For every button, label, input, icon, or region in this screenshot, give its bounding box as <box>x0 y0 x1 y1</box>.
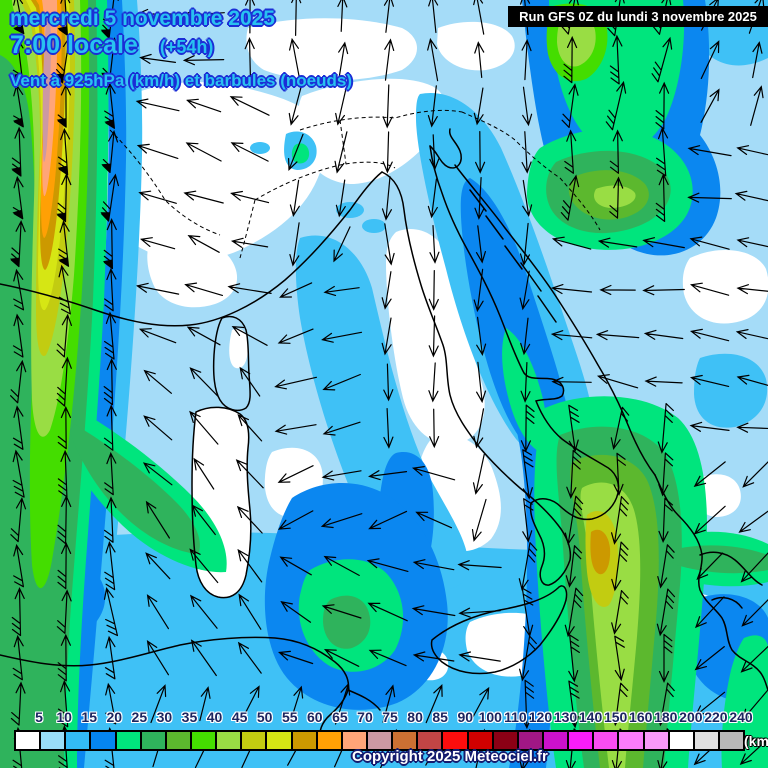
legend-color-box <box>594 732 620 749</box>
legend-label: 40 <box>206 709 223 725</box>
legend-color-box <box>267 732 293 749</box>
forecast-offset: (+54h) <box>159 37 214 58</box>
legend-color-box <box>116 732 142 749</box>
legend-color-box <box>719 732 744 749</box>
legend-color-box <box>166 732 192 749</box>
legend-color-box <box>66 732 92 749</box>
wind-arrows <box>10 0 768 768</box>
legend-color-box <box>16 732 42 749</box>
legend-color-box <box>141 732 167 749</box>
legend-label: 220 <box>704 709 728 725</box>
legend-label: 85 <box>432 709 448 725</box>
legend-label: 100 <box>478 709 502 725</box>
legend-label: 5 <box>35 709 43 725</box>
legend-label: 30 <box>156 709 173 725</box>
legend-label: 130 <box>553 709 578 725</box>
legend-color-box <box>443 732 469 749</box>
legend-label: 90 <box>457 709 474 725</box>
legend-label: 50 <box>256 709 273 725</box>
legend-label: 60 <box>307 709 323 725</box>
legend-color-bar <box>14 730 745 751</box>
legend-label: 35 <box>181 709 198 725</box>
legend-color-box <box>418 732 444 749</box>
legend-label: 65 <box>332 709 348 725</box>
forecast-time-row: 7:00 locale (+54h) <box>10 32 352 58</box>
legend-label: 120 <box>528 709 553 725</box>
legend-color-box <box>468 732 494 749</box>
title-block: mercredi 5 novembre 2025 7:00 locale (+54… <box>10 7 352 91</box>
coastlines <box>0 128 768 743</box>
legend-label: 200 <box>679 709 703 725</box>
legend-label: 10 <box>56 709 72 725</box>
copyright-text: Copyright 2025 Meteociel.fr <box>352 748 548 765</box>
legend-color-box <box>342 732 368 749</box>
legend-color-box <box>393 732 419 749</box>
legend-label: 45 <box>231 709 248 725</box>
legend-color-box <box>91 732 117 749</box>
legend-color-box <box>317 732 343 749</box>
legend-color-box <box>217 732 243 749</box>
legend-color-box <box>367 732 394 749</box>
legend-color-box <box>694 732 720 749</box>
legend-label: 70 <box>357 709 373 725</box>
legend-color-box <box>493 732 519 749</box>
legend-color-box <box>41 732 67 749</box>
map-subtitle: Vent à 925hPa (km/h) et barbules (noeuds… <box>10 71 352 91</box>
legend-label: 20 <box>106 709 123 725</box>
legend-color-box <box>644 732 670 749</box>
legend-label: 180 <box>654 709 678 725</box>
legend-label: 80 <box>407 709 423 725</box>
legend-color-box <box>619 732 645 749</box>
legend-label: 55 <box>281 709 298 725</box>
forecast-date: mercredi 5 novembre 2025 <box>10 7 275 30</box>
model-run-info: Run GFS 0Z du lundi 3 novembre 2025 <box>508 6 768 27</box>
legend-color-box <box>242 732 268 749</box>
legend-color-box <box>569 732 595 749</box>
legend-label: 160 <box>629 709 653 725</box>
legend-unit-label: (km <box>744 733 768 749</box>
legend-color-box <box>292 732 318 749</box>
legend-label: 150 <box>603 709 628 725</box>
legend-label: 140 <box>578 709 603 725</box>
wind-arrow-paths <box>10 0 768 768</box>
legend-label: 25 <box>131 709 148 725</box>
legend-color-box <box>191 732 218 749</box>
legend-color-box <box>543 732 570 749</box>
legend-color-box <box>669 732 695 749</box>
forecast-time: 7:00 locale <box>10 31 138 60</box>
legend-color-box <box>518 732 544 749</box>
legend-label: 15 <box>81 709 97 725</box>
legend-label: 75 <box>382 709 398 725</box>
legend-label: 110 <box>504 709 527 725</box>
legend-label: 240 <box>729 709 753 725</box>
